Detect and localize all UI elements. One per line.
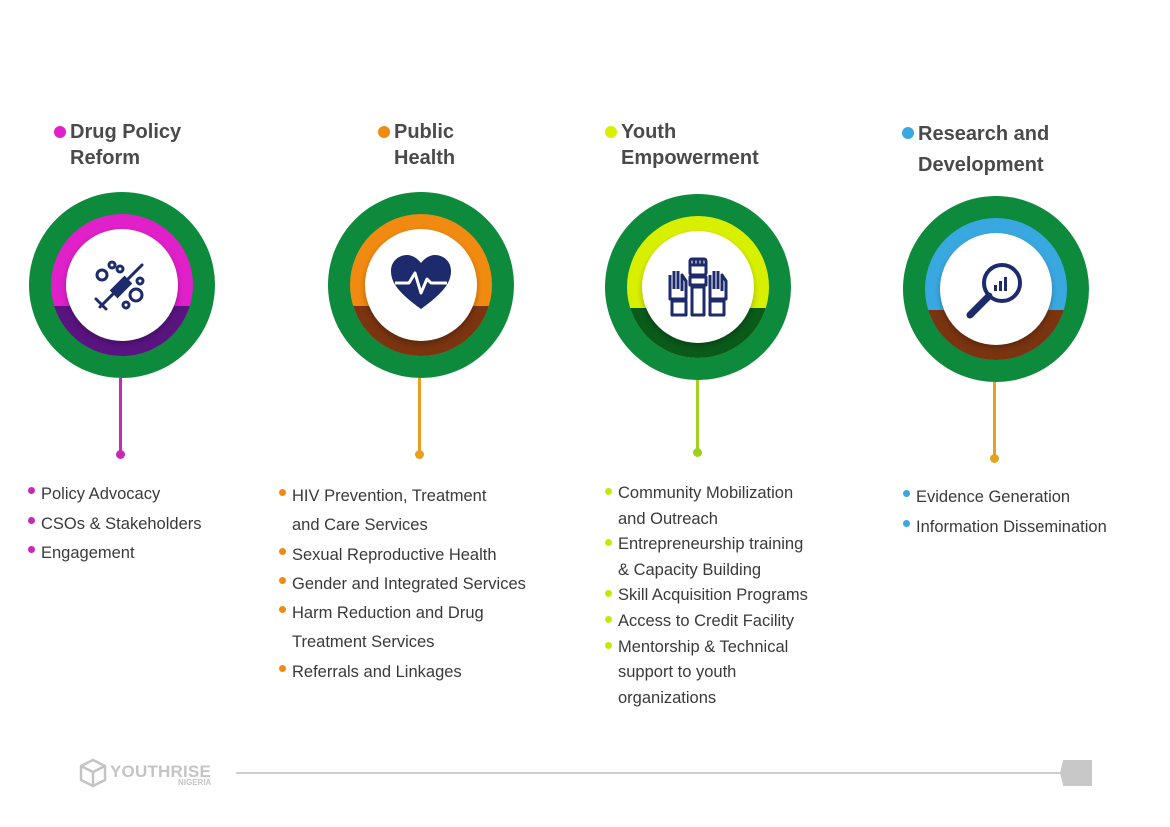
pillar-1-emblem [29,192,215,378]
list-item: HIV Prevention, Treatment [279,482,526,511]
pillar-4-title: Research and Development [902,119,1050,181]
pillar-1-stem-end [116,450,125,459]
list-item: Skill Acquisition Programs [605,583,808,609]
footer-logo: YOUTHRISE NIGERIA [78,758,228,788]
list-item: Sexual Reproductive Health [279,541,526,570]
footer-logo-text: YOUTHRISE [110,762,211,781]
list-item: & Capacity Building [618,560,762,579]
list-item: Entrepreneurship training [605,532,808,558]
list-item: Community Mobilization [605,481,808,507]
pillar-4-title-line1: Research and [918,123,1050,145]
list-item: Gender and Integrated Services [279,570,526,599]
pillar-2-title-line2: Health [394,147,456,169]
pillar-4-stem [993,382,996,458]
pillar-4-title-line2: Development [918,154,1044,176]
magnifier-chart-icon [966,263,1022,319]
list-item: and Outreach [618,509,718,528]
list-item: CSOs & Stakeholders [28,510,202,540]
pillar-2-title-dot [378,126,390,138]
list-item: organizations [618,688,717,707]
pillar-3-title: Youth Empowerment [605,119,759,171]
list-item: support to youth [618,663,737,682]
list-item: Evidence Generation [903,483,1107,513]
list-item: Mentorship & Technical [605,635,808,661]
raised-hands-icon [668,257,728,317]
pillar-3-list: Community Mobilization and Outreach Entr… [605,481,808,711]
list-item: Policy Advocacy [28,480,202,510]
pillar-1-stem [119,378,122,454]
pillar-2-emblem [328,192,514,378]
pillar-2-title: Public Health [378,119,456,171]
heartbeat-icon [391,255,451,309]
footer-page-tab [1060,760,1092,786]
pillar-1-title: Drug Policy Reform [54,119,182,171]
footer-divider [236,772,1062,774]
list-item: Access to Credit Facility [605,609,808,635]
pillar-4-stem-end [990,454,999,463]
list-item: Information Dissemination [903,513,1107,543]
list-item: Harm Reduction and Drug [279,599,526,628]
pillar-2-title-line1: Public [394,121,455,143]
pillar-4-emblem [903,196,1089,382]
pillar-2-stem [418,378,421,454]
pillar-3-title-line1: Youth [621,121,677,143]
list-item: Treatment Services [292,633,435,652]
pillar-1-title-dot [54,126,66,138]
pillar-2-stem-end [415,450,424,459]
pillar-1-title-line2: Reform [70,147,141,169]
pillar-1-title-line1: Drug Policy [70,121,182,143]
list-item: and Care Services [292,516,428,535]
footer-logo-subtext: NIGERIA [178,778,212,787]
pillar-3-title-line2: Empowerment [621,147,759,169]
pillar-3-emblem [605,194,791,380]
pillar-4-title-dot [902,127,914,139]
list-item: Engagement [28,539,202,569]
pillar-2-list: HIV Prevention, Treatment and Care Servi… [279,482,526,687]
list-item: Referrals and Linkages [279,658,526,687]
pillar-4-list: Evidence Generation Information Dissemin… [903,483,1107,543]
pillar-3-stem [696,380,699,450]
pillar-1-list: Policy Advocacy CSOs & Stakeholders Enga… [28,480,202,569]
syringe-pills-icon [94,260,145,311]
youthrise-cube-icon [79,758,107,788]
pillar-3-stem-end [693,448,702,457]
pillar-3-title-dot [605,126,617,138]
